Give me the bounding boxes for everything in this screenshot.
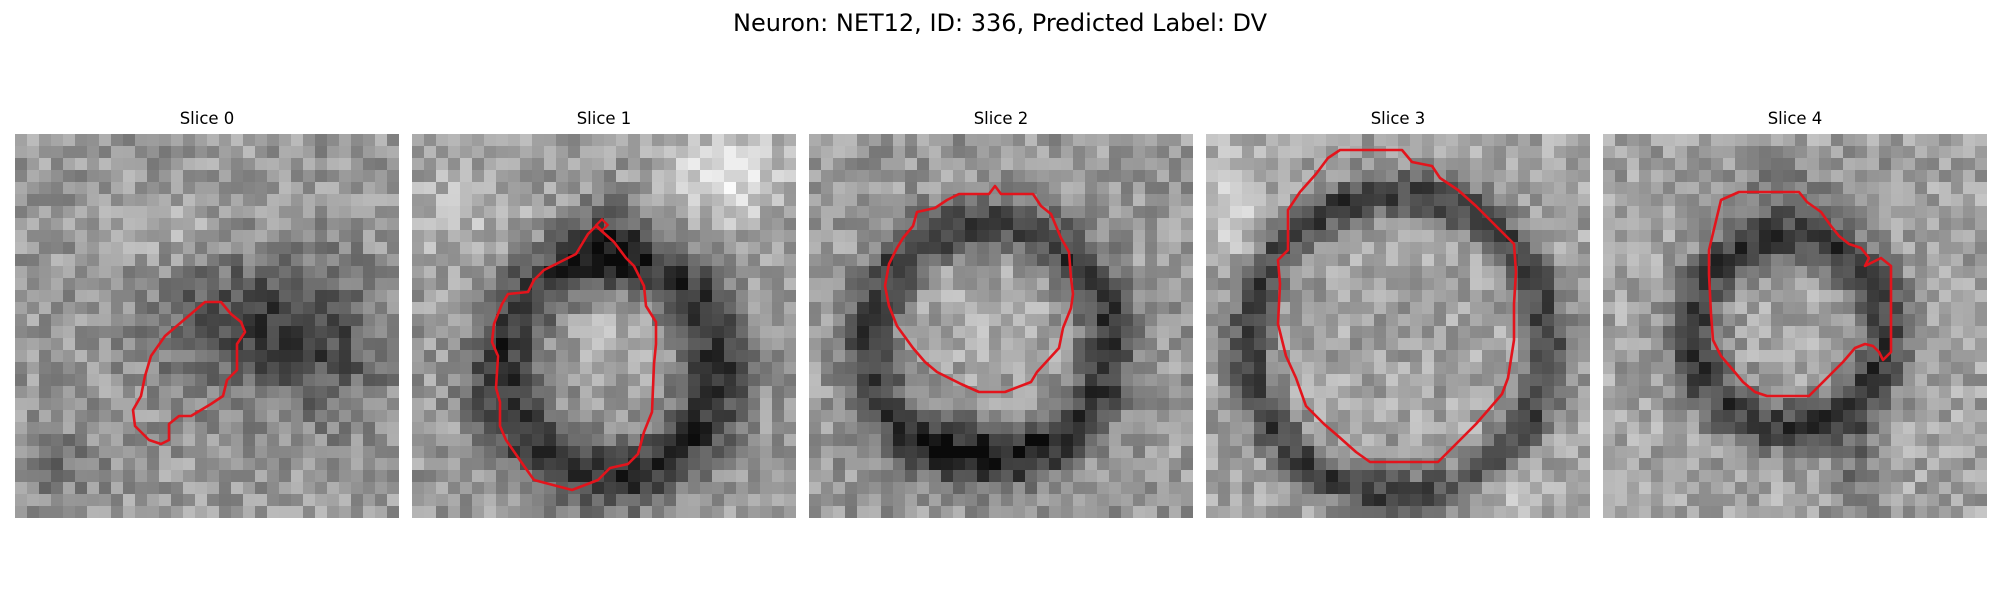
segmentation-contour-1-island: [594, 217, 610, 233]
slice-image-4: [1603, 134, 1987, 518]
slice-texture-2: [809, 134, 1193, 518]
slice-panel-4: Slice 4: [1603, 108, 1987, 520]
slice-title-4: Slice 4: [1767, 109, 1823, 128]
slice-image-2: [809, 134, 1193, 518]
slice-panel-2: Slice 2: [809, 108, 1193, 520]
slice-title-3: Slice 3: [1370, 109, 1426, 128]
slice-image-0: [15, 134, 399, 518]
segmentation-contour-1: [490, 224, 658, 492]
slice-texture-0: [15, 134, 399, 518]
slice-panel-3: Slice 3: [1206, 108, 1590, 520]
slice-image-1: [412, 134, 796, 518]
figure-title: Neuron: NET12, ID: 336, Predicted Label:…: [732, 9, 1268, 37]
slice-texture-4: [1603, 134, 1987, 518]
slice-title-2: Slice 2: [973, 109, 1029, 128]
slice-image-3: [1206, 134, 1590, 518]
segmentation-contour-0: [131, 300, 247, 446]
slice-panel-1: Slice 1: [412, 108, 796, 520]
slice-texture-1: [412, 134, 796, 518]
slice-title-1: Slice 1: [576, 109, 632, 128]
segmentation-contour-3: [1276, 148, 1518, 464]
segmentation-contour-2: [883, 184, 1075, 394]
slice-texture-3: [1206, 134, 1590, 518]
slice-panel-0: Slice 0: [15, 108, 399, 520]
slice-title-0: Slice 0: [179, 109, 235, 128]
segmentation-contour-4: [1707, 190, 1893, 398]
